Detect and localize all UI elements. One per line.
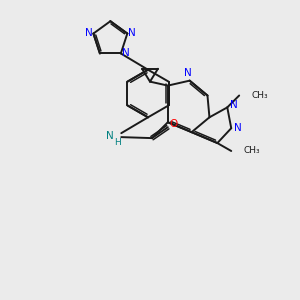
Text: N: N xyxy=(128,28,136,38)
Text: CH₃: CH₃ xyxy=(243,146,260,155)
Text: H: H xyxy=(114,138,121,147)
Text: N: N xyxy=(184,68,191,78)
Text: O: O xyxy=(170,119,178,129)
Text: CH₃: CH₃ xyxy=(251,91,268,100)
Text: N: N xyxy=(234,123,242,133)
Text: N: N xyxy=(122,49,130,58)
Text: N: N xyxy=(106,131,114,141)
Text: N: N xyxy=(230,100,238,110)
Text: N: N xyxy=(85,28,92,38)
